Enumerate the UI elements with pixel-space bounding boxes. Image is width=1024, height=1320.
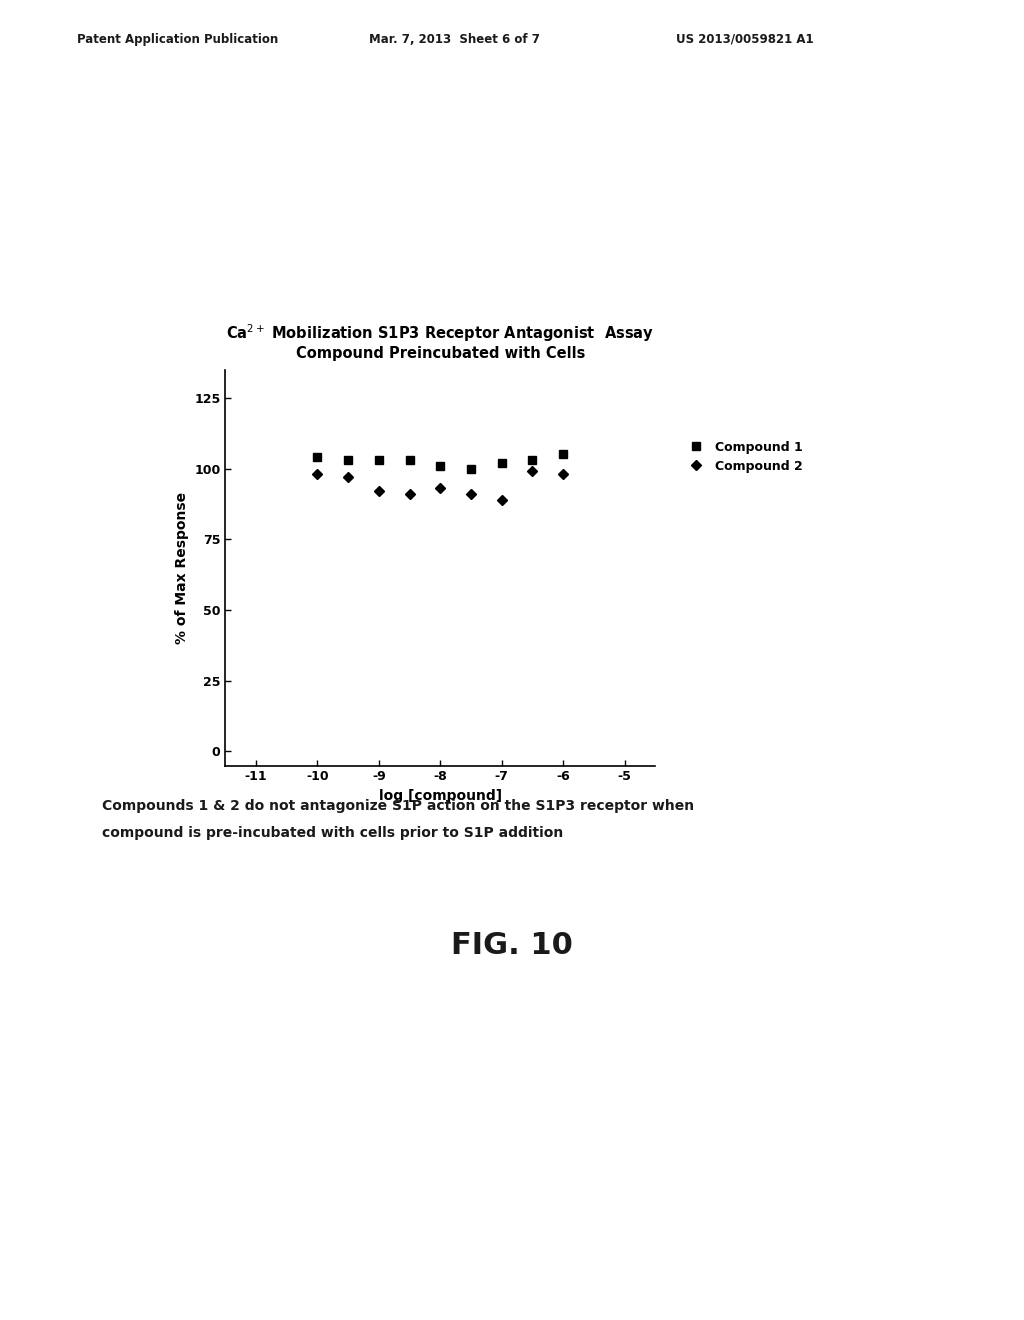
Text: compound is pre-incubated with cells prior to S1P addition: compound is pre-incubated with cells pri… [102,826,563,841]
Compound 2 [465,486,477,502]
Compound 2 [342,469,354,484]
Line: Compound 2: Compound 2 [314,469,566,503]
Compound 2 [496,492,508,508]
Line: Compound 1: Compound 1 [313,450,567,473]
X-axis label: log [compound]: log [compound] [379,789,502,803]
Compound 1 [496,455,508,471]
Compound 2 [311,466,324,482]
Compound 1 [557,446,569,462]
Compound 1 [342,453,354,469]
Text: Patent Application Publication: Patent Application Publication [77,33,279,46]
Compound 2 [526,463,539,479]
Compound 2 [557,466,569,482]
Text: FIG. 10: FIG. 10 [451,931,573,960]
Compound 1 [311,449,324,465]
Compound 1 [526,453,539,469]
Compound 2 [434,480,446,496]
Compound 2 [403,486,416,502]
Compound 1 [434,458,446,474]
Compound 1 [403,453,416,469]
Text: Compounds 1 & 2 do not antagonize S1P action on the S1P3 receptor when: Compounds 1 & 2 do not antagonize S1P ac… [102,799,694,813]
Compound 1 [373,453,385,469]
Y-axis label: % of Max Response: % of Max Response [175,491,188,644]
Title: Ca$^{2+}$ Mobilization S1P3 Receptor Antagonist  Assay
Compound Preincubated wit: Ca$^{2+}$ Mobilization S1P3 Receptor Ant… [226,322,654,362]
Legend: Compound 1, Compound 2: Compound 1, Compound 2 [679,436,808,478]
Text: US 2013/0059821 A1: US 2013/0059821 A1 [676,33,813,46]
Text: Mar. 7, 2013  Sheet 6 of 7: Mar. 7, 2013 Sheet 6 of 7 [369,33,540,46]
Compound 1 [465,461,477,477]
Compound 2 [373,483,385,499]
